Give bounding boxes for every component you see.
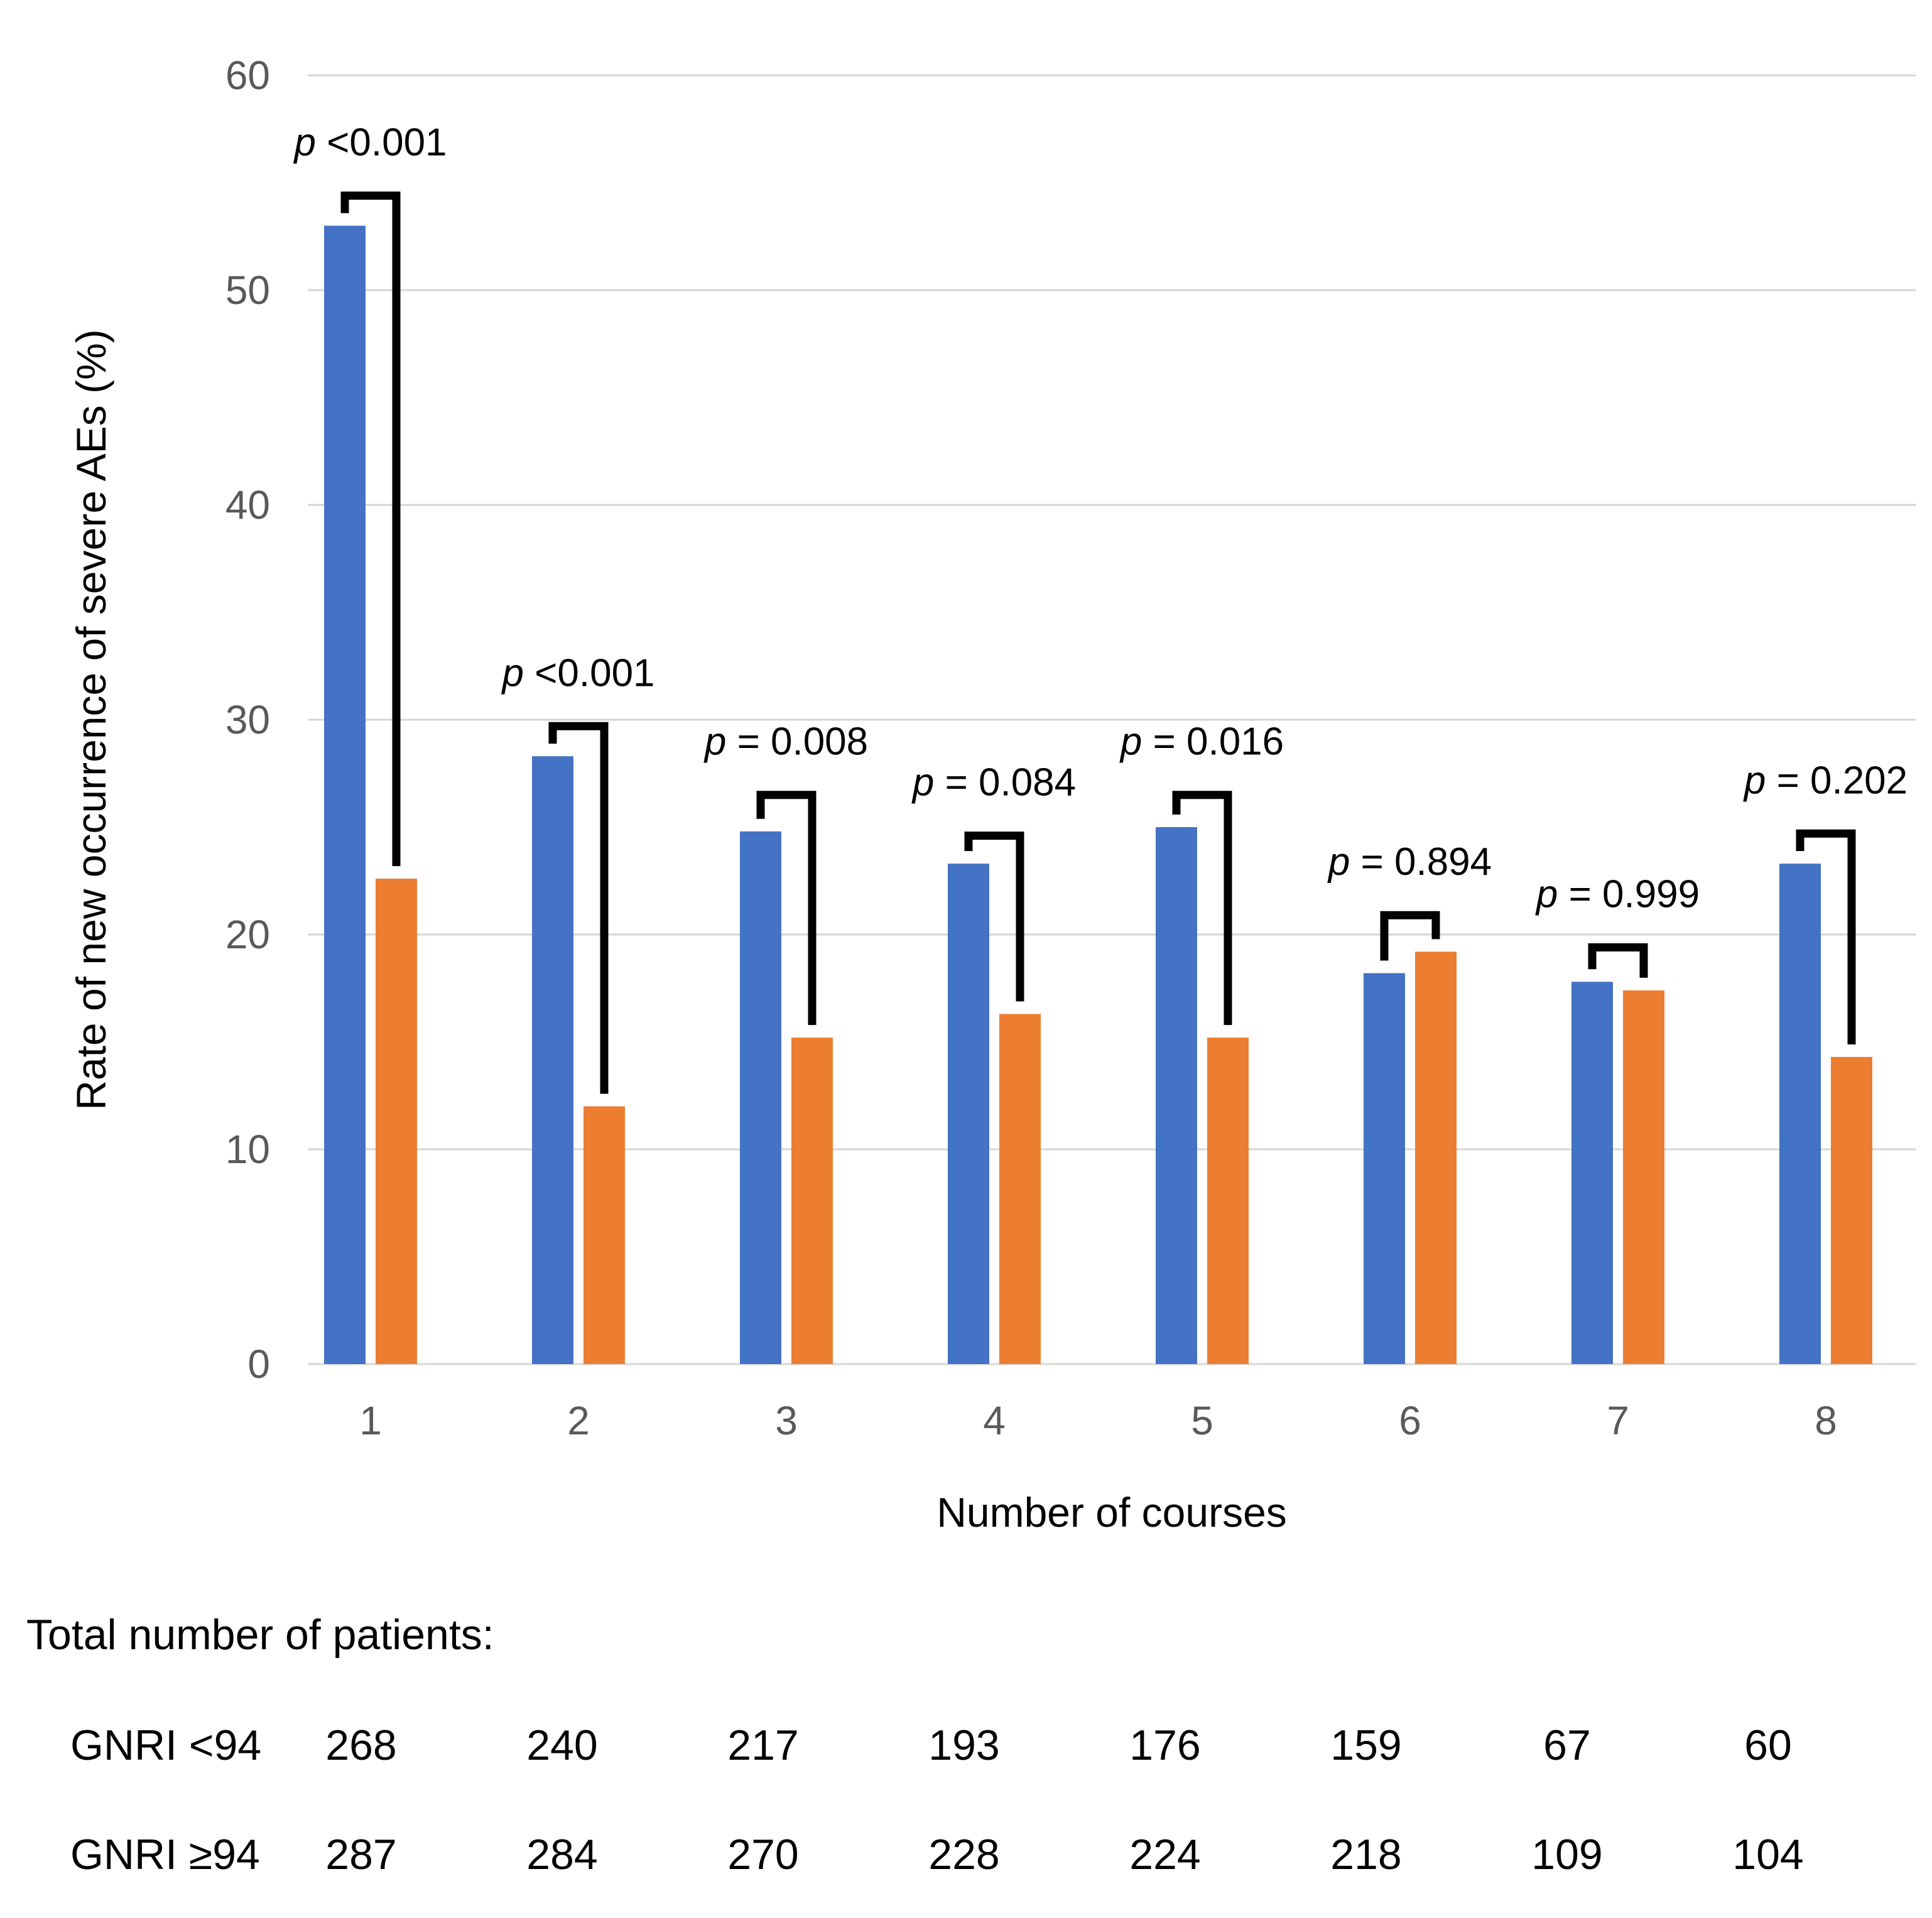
- bar-gnri-ge94: [999, 1014, 1041, 1364]
- x-tick-label: 3: [775, 1398, 798, 1443]
- bar-gnri-ge94: [1207, 1038, 1249, 1364]
- bar-gnri-ge94: [1831, 1056, 1872, 1364]
- bar-gnri-ge94: [1623, 990, 1664, 1364]
- significance-bracket: [1796, 829, 1856, 1044]
- patients-count: 287: [325, 1831, 397, 1878]
- bar-gnri-lt94: [324, 225, 366, 1364]
- p-value-label: p = 0.016: [1119, 720, 1284, 763]
- bar-gnri-lt94: [1779, 864, 1821, 1364]
- y-tick-label: 20: [225, 912, 270, 957]
- x-axis-title: Number of courses: [936, 1489, 1287, 1536]
- bar-gnri-lt94: [948, 864, 989, 1364]
- bar-chart: 0 10 20 30 40 50 60 Rate of new occurrence of s…: [68, 53, 1916, 1536]
- significance-bracket: [1588, 943, 1648, 978]
- patients-count: 240: [526, 1721, 598, 1769]
- patients-count: 176: [1129, 1721, 1201, 1769]
- significance-bracket: [548, 722, 609, 1094]
- significance-bracket: [1380, 911, 1440, 961]
- patients-count: 104: [1732, 1831, 1804, 1878]
- bar-gnri-ge94: [583, 1106, 625, 1364]
- bar-gnri-lt94: [532, 756, 573, 1364]
- y-tick-label: 10: [225, 1127, 270, 1172]
- y-tick-label: 0: [247, 1341, 270, 1387]
- patients-count: 217: [727, 1721, 799, 1769]
- patients-count: 193: [928, 1721, 1000, 1769]
- y-axis-title: Rate of new occurrence of severe AEs (%): [68, 329, 114, 1110]
- significance-bracket: [1172, 791, 1232, 1026]
- patients-count: 268: [325, 1721, 397, 1769]
- y-tick-label: 40: [225, 482, 270, 528]
- bar-gnri-lt94: [740, 831, 781, 1364]
- patients-count: 284: [526, 1831, 598, 1878]
- patients-table-row-label-gnri-lt94: GNRI <94: [70, 1721, 262, 1769]
- patients-count: 109: [1531, 1831, 1603, 1878]
- significance-bracket: [964, 832, 1024, 1002]
- x-tick-label: 5: [1191, 1398, 1213, 1443]
- patients-count: 67: [1543, 1721, 1591, 1769]
- patients-count: 224: [1129, 1831, 1201, 1878]
- patients-count: 218: [1330, 1831, 1402, 1878]
- p-value-label: p <0.001: [501, 651, 654, 695]
- x-tick-label: 7: [1607, 1398, 1629, 1443]
- x-tick-label: 1: [359, 1398, 382, 1443]
- bar-gnri-ge94: [376, 879, 417, 1364]
- y-tick-label: 50: [225, 268, 270, 313]
- y-tick-label: 30: [225, 697, 270, 742]
- x-tick-label: 8: [1815, 1398, 1837, 1443]
- patients-table-row-label-gnri-ge94: GNRI ≥94: [70, 1831, 260, 1878]
- p-value-label: p = 0.008: [703, 720, 868, 763]
- patients-count: 159: [1330, 1721, 1402, 1769]
- p-value-label: p <0.001: [293, 121, 447, 164]
- p-value-label: p = 0.202: [1743, 759, 1908, 802]
- bar-gnri-ge94: [791, 1038, 833, 1364]
- significance-bracket: [340, 192, 401, 867]
- patients-count: 228: [928, 1831, 1000, 1878]
- p-value-label: p = 0.999: [1535, 872, 1700, 916]
- patients-table-title: Total number of patients:: [26, 1611, 494, 1659]
- p-value-label: p = 0.084: [911, 761, 1076, 804]
- bar-gnri-ge94: [1415, 951, 1457, 1364]
- patients-count: 270: [727, 1831, 799, 1878]
- x-tick-label: 2: [567, 1398, 590, 1443]
- x-tick-label: 4: [983, 1398, 1006, 1443]
- significance-bracket: [756, 791, 817, 1026]
- patients-count: 60: [1744, 1721, 1792, 1769]
- x-tick-label: 6: [1399, 1398, 1421, 1443]
- bar-gnri-lt94: [1571, 982, 1613, 1364]
- bar-gnri-lt94: [1364, 973, 1405, 1364]
- p-value-label: p = 0.894: [1327, 840, 1492, 884]
- bar-gnri-lt94: [1156, 827, 1197, 1364]
- y-tick-label: 60: [225, 53, 270, 98]
